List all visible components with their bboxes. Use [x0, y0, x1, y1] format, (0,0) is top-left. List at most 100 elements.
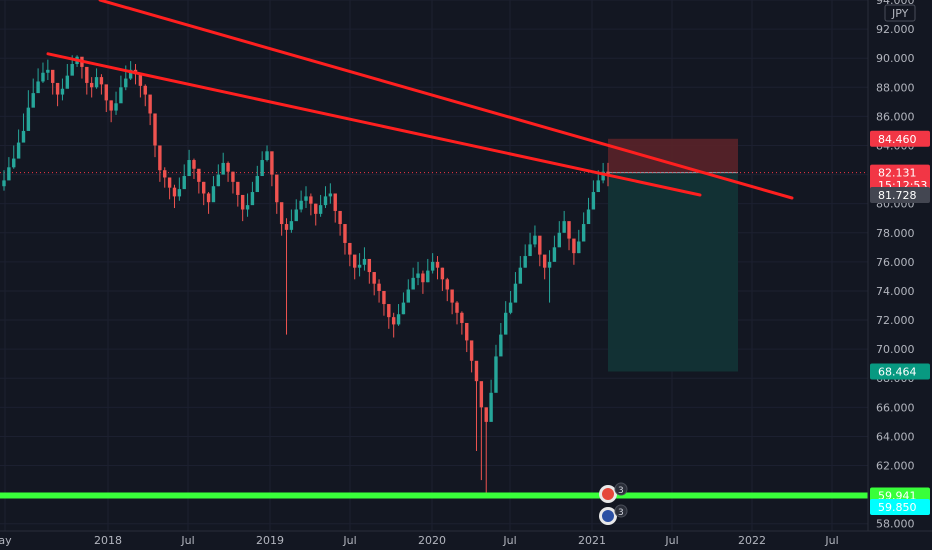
candle-body [581, 224, 586, 242]
candle-body [231, 171, 235, 182]
candle-body [348, 242, 352, 255]
candle-body [353, 254, 357, 268]
candle-body [538, 235, 542, 255]
candle-body [289, 221, 294, 230]
candle-body [421, 273, 425, 283]
candle-body [601, 171, 605, 181]
candle-body [31, 93, 35, 108]
currency-badge[interactable] [884, 4, 916, 22]
candle-body [16, 142, 21, 159]
x-tick-label: 2021 [578, 534, 606, 547]
candle-body [426, 270, 430, 283]
price-label-text: 81.728 [878, 189, 917, 202]
candle-body [435, 261, 440, 268]
y-tick-label: 90.000 [876, 52, 915, 65]
y-tick-label: 74.000 [876, 285, 915, 298]
candle-body [240, 194, 245, 210]
x-tick-label: Jul [342, 534, 356, 547]
candle-body [26, 107, 31, 131]
price-label-text: 68.464 [878, 365, 917, 378]
candle-body [523, 256, 527, 268]
candle-body [406, 289, 410, 303]
x-tick-label: 2022 [738, 534, 766, 547]
y-tick-label: 78.000 [876, 227, 915, 240]
candle-body [51, 69, 55, 83]
candle-body [211, 186, 216, 203]
candle-body [596, 180, 600, 193]
candle-body [94, 77, 99, 88]
price-label-text: 84.460 [878, 133, 917, 146]
candle-body [197, 168, 201, 182]
y-tick-label: 64.000 [876, 430, 915, 443]
candle-body [391, 317, 396, 325]
candle-body [216, 174, 221, 187]
candle-body [124, 78, 128, 88]
candle-body [41, 72, 45, 82]
trendline[interactable] [46, 52, 702, 197]
candle-body [279, 202, 284, 225]
candle-body [236, 181, 240, 195]
candle-body [255, 176, 259, 193]
x-tick-label: ay [0, 534, 12, 547]
y-tick-label: 70.000 [876, 343, 915, 356]
candle-body [245, 205, 250, 210]
candle-body [104, 84, 108, 101]
candle-body [533, 235, 537, 245]
candle-body [158, 145, 162, 171]
candle-body [382, 290, 386, 305]
price-label-badge [870, 130, 930, 147]
candle-body [474, 360, 479, 382]
candle-body [455, 302, 459, 313]
candle-body [357, 264, 362, 268]
candle-body [328, 193, 333, 197]
candle-body [338, 210, 342, 225]
time-axis[interactable] [0, 531, 932, 550]
y-tick-label: 86.000 [876, 110, 915, 123]
candle-body [513, 283, 518, 303]
price-axis[interactable] [868, 0, 932, 550]
take-profit-zone[interactable] [608, 172, 738, 372]
candle-body [299, 200, 303, 210]
candle-body [21, 130, 26, 143]
candle-body [177, 189, 182, 197]
candle-body [250, 192, 255, 206]
price-label-badge [870, 498, 930, 515]
candle-body [440, 267, 445, 280]
candle-body [562, 221, 566, 233]
y-tick-label: 62.000 [876, 460, 915, 473]
candle-body [143, 85, 147, 95]
event-count: 3 [618, 486, 624, 496]
trendline[interactable] [98, 0, 794, 200]
x-tick-label: Jul [502, 534, 516, 547]
event-count-badge [614, 504, 628, 518]
stop-loss-zone[interactable] [608, 138, 738, 173]
candle-body [89, 82, 94, 88]
candle-body [202, 181, 206, 194]
candle-body [192, 160, 196, 169]
y-tick-label: 88.000 [876, 81, 915, 94]
candle-body [396, 314, 401, 325]
event-marker-core [602, 510, 614, 522]
candle-body [416, 273, 420, 278]
candle-body [430, 261, 435, 271]
price-label-text: 59.850 [878, 501, 917, 514]
candle-body [450, 289, 454, 303]
candle-body [187, 160, 191, 177]
candle-body [372, 272, 376, 284]
candle-body [552, 247, 557, 262]
x-tick-label: 2020 [418, 534, 446, 547]
candle-body [260, 160, 264, 177]
candle-body [284, 224, 289, 230]
candle-body [499, 334, 503, 357]
candle-body [270, 151, 274, 175]
candle-body [46, 69, 50, 73]
candle-body [318, 205, 323, 214]
candle-body [484, 407, 488, 422]
currency-label: JPY [891, 7, 909, 20]
candle-body [508, 302, 513, 313]
candle-body [7, 167, 11, 181]
candle-body [606, 171, 610, 175]
candle-body [226, 162, 230, 172]
